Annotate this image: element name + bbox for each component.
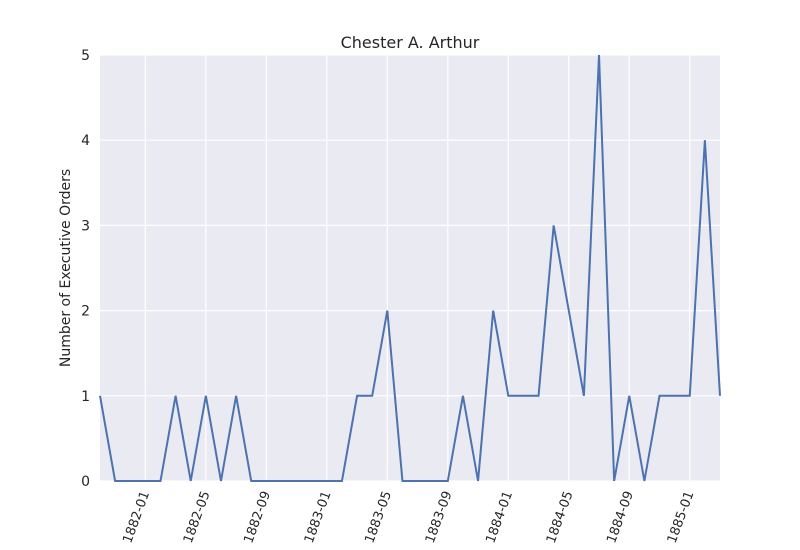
y-tick-label: 4	[81, 133, 90, 149]
y-tick-label: 0	[81, 474, 90, 490]
y-tick-label: 3	[81, 218, 90, 234]
x-tick-label: 1884-05	[544, 489, 577, 545]
y-axis-label: Number of Executive Orders	[58, 169, 74, 367]
x-tick-label: 1883-01	[302, 489, 335, 545]
plot-area	[100, 55, 720, 481]
x-tick-label: 1882-01	[120, 489, 153, 545]
x-tick-label: 1885-01	[665, 489, 698, 545]
series-line	[99, 54, 721, 482]
x-tick-label: 1884-01	[483, 489, 516, 545]
x-tick-label: 1883-05	[362, 489, 395, 545]
x-tick-label: 1884-09	[604, 489, 637, 545]
x-tick-label: 1882-05	[181, 489, 214, 545]
chart-title: Chester A. Arthur	[341, 33, 480, 52]
y-tick-label: 2	[81, 304, 90, 320]
x-tick-label: 1883-09	[423, 489, 456, 545]
y-tick-label: 1	[81, 389, 90, 405]
x-tick-label: 1882-09	[241, 489, 274, 545]
y-tick-label: 5	[81, 48, 90, 64]
